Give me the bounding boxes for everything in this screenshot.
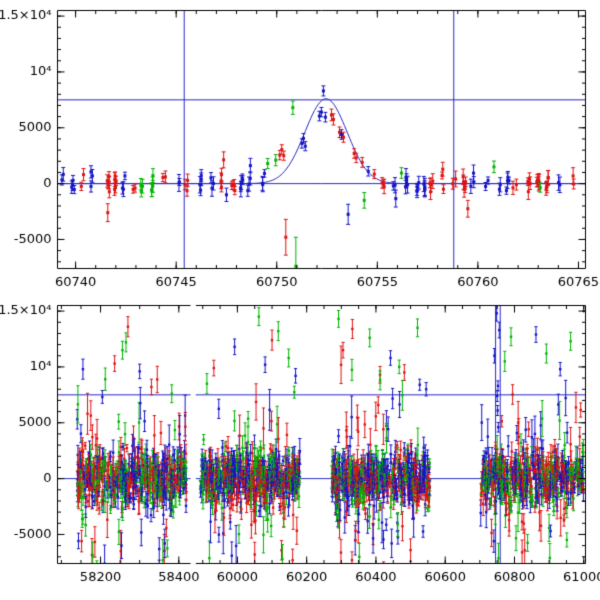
light-curve-figure	[0, 0, 600, 600]
page: { "seed": 12, "figure": { "bg": "#ffffff…	[0, 0, 600, 600]
light-curve-canvas	[0, 0, 600, 600]
